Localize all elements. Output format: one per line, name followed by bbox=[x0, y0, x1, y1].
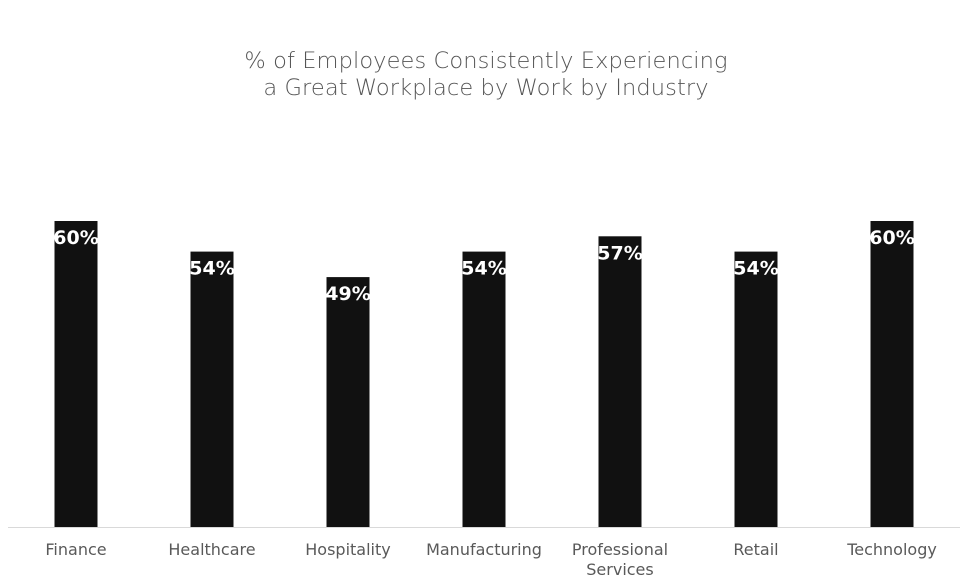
category-label: Hospitality bbox=[305, 540, 390, 559]
chart-title-line: % of Employees Consistently Experiencing bbox=[244, 48, 727, 74]
data-label: 57% bbox=[597, 242, 642, 264]
bar bbox=[734, 251, 778, 527]
category-label: Healthcare bbox=[168, 540, 255, 559]
data-label: 49% bbox=[325, 283, 370, 305]
data-label: 60% bbox=[53, 227, 98, 249]
category-label: Professional bbox=[572, 540, 668, 559]
chart-title: % of Employees Consistently Experiencing… bbox=[244, 48, 727, 101]
data-label: 54% bbox=[461, 258, 506, 280]
bars bbox=[54, 221, 914, 528]
bar bbox=[870, 221, 914, 527]
category-label: Retail bbox=[733, 540, 778, 559]
category-labels: Finance Healthcare Hospitality Manufacturin… bbox=[45, 540, 936, 579]
data-label: 54% bbox=[733, 258, 778, 280]
data-labels: 60% 54% 49% 54% 57% 54% 60% bbox=[53, 227, 914, 305]
category-label: Services bbox=[586, 560, 653, 579]
data-label: 60% bbox=[869, 227, 914, 249]
data-label: 54% bbox=[189, 258, 234, 280]
category-label: Manufacturing bbox=[426, 540, 542, 559]
category-label: Finance bbox=[45, 540, 106, 559]
bar bbox=[326, 277, 370, 527]
bar bbox=[54, 221, 98, 527]
bar bbox=[190, 251, 234, 527]
bar bbox=[598, 236, 642, 528]
chart-title-line: a Great Workplace by Work by Industry bbox=[263, 75, 708, 101]
category-label: Technology bbox=[846, 540, 937, 559]
bar bbox=[462, 251, 506, 527]
